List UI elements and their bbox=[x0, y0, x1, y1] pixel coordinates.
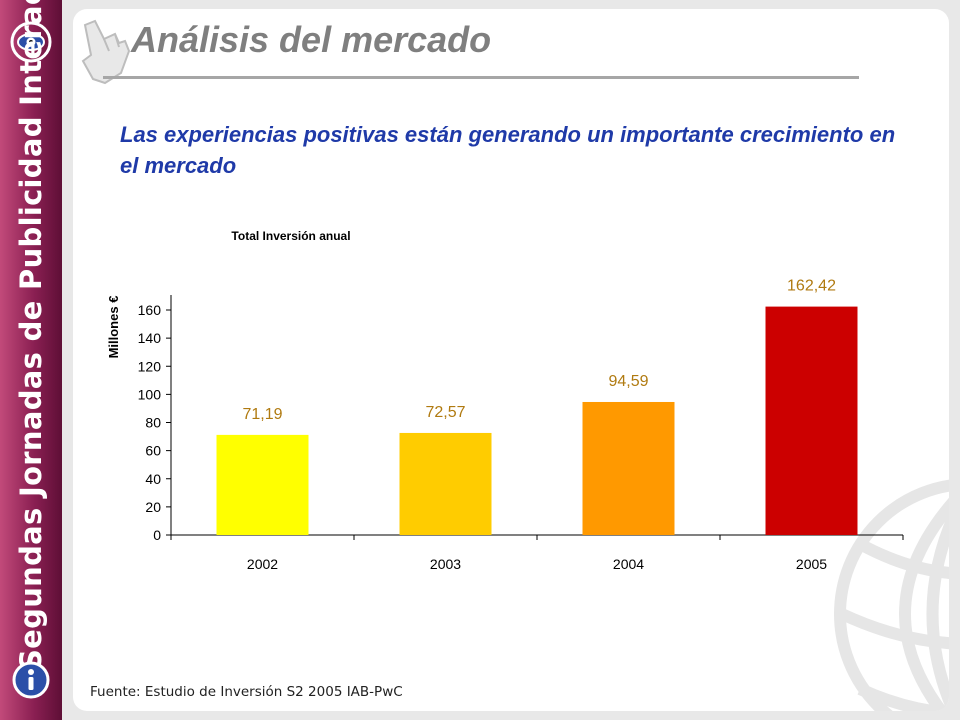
bar-2005 bbox=[765, 306, 858, 535]
x-tick-label: 2004 bbox=[613, 556, 644, 572]
sidebar-title: Segundas Jornadas de Publicidad Interact… bbox=[14, 0, 48, 670]
page-title: Análisis del mercado bbox=[131, 19, 492, 60]
y-axis-label: Millones € bbox=[106, 296, 121, 359]
y-tick-label: 40 bbox=[145, 471, 161, 487]
bar-2004 bbox=[582, 401, 675, 535]
sidebar-band: Segundas Jornadas de Publicidad Interact… bbox=[0, 0, 62, 720]
content-panel: Análisis del mercado Las experiencias po… bbox=[73, 9, 949, 711]
x-tick-label: 2002 bbox=[247, 556, 278, 572]
y-tick-label: 160 bbox=[138, 302, 162, 318]
bar-value-label: 162,42 bbox=[787, 278, 836, 295]
title-divider bbox=[103, 76, 859, 79]
chart-title: Total Inversión anual bbox=[231, 229, 350, 243]
bar-chart: Total Inversión anual Millones € 0 20 40 60 80… bbox=[106, 229, 904, 572]
pointing-hand-icon bbox=[81, 19, 131, 85]
bar-value-label: 71,19 bbox=[242, 406, 282, 423]
bar-value-label: 94,59 bbox=[608, 373, 648, 390]
y-tick-label: 0 bbox=[153, 527, 161, 543]
y-tick-label: 60 bbox=[145, 443, 161, 459]
y-tick-label: 100 bbox=[138, 386, 162, 402]
globe-watermark-icon bbox=[834, 479, 949, 711]
eye-logo-icon bbox=[10, 21, 52, 63]
y-tick-label: 140 bbox=[138, 330, 162, 346]
bar-value-label: 72,57 bbox=[425, 404, 465, 421]
bar-2002 bbox=[216, 434, 309, 535]
subtitle: Las experiencias positivas están generan… bbox=[120, 122, 896, 178]
y-tick-label: 20 bbox=[145, 499, 161, 515]
x-tick-label: 2003 bbox=[430, 556, 461, 572]
bar-2003 bbox=[399, 432, 492, 535]
info-badge-icon bbox=[12, 661, 50, 699]
source-footnote: Fuente: Estudio de Inversión S2 2005 IAB… bbox=[90, 684, 403, 700]
y-tick-label: 80 bbox=[145, 415, 161, 431]
x-tick-label: 2005 bbox=[796, 556, 827, 572]
y-tick-label: 120 bbox=[138, 358, 162, 374]
